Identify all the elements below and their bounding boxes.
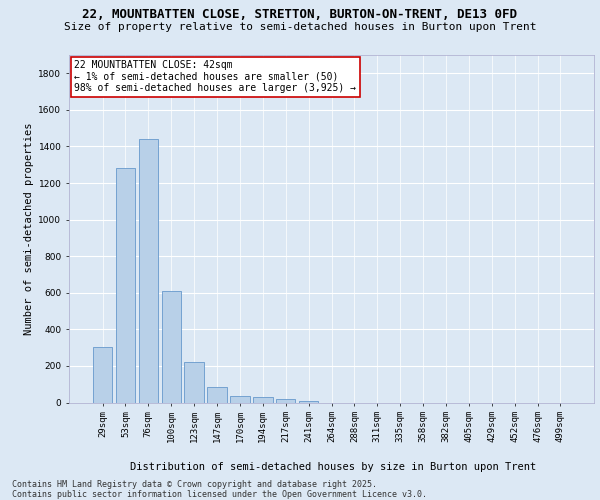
Bar xyxy=(299,401,319,402)
Text: Size of property relative to semi-detached houses in Burton upon Trent: Size of property relative to semi-detach… xyxy=(64,22,536,32)
Bar xyxy=(139,139,158,402)
Bar xyxy=(253,398,272,402)
Text: Distribution of semi-detached houses by size in Burton upon Trent: Distribution of semi-detached houses by … xyxy=(130,462,536,472)
Bar xyxy=(276,399,295,402)
Bar xyxy=(230,396,250,402)
Y-axis label: Number of semi-detached properties: Number of semi-detached properties xyxy=(24,122,34,335)
Text: 22, MOUNTBATTEN CLOSE, STRETTON, BURTON-ON-TRENT, DE13 0FD: 22, MOUNTBATTEN CLOSE, STRETTON, BURTON-… xyxy=(83,8,517,20)
Bar xyxy=(93,346,112,403)
Text: 22 MOUNTBATTEN CLOSE: 42sqm
← 1% of semi-detached houses are smaller (50)
98% of: 22 MOUNTBATTEN CLOSE: 42sqm ← 1% of semi… xyxy=(74,60,356,94)
Bar xyxy=(161,291,181,403)
Bar xyxy=(208,387,227,402)
Bar xyxy=(184,362,204,403)
Bar xyxy=(116,168,135,402)
Text: Contains HM Land Registry data © Crown copyright and database right 2025.
Contai: Contains HM Land Registry data © Crown c… xyxy=(12,480,427,499)
